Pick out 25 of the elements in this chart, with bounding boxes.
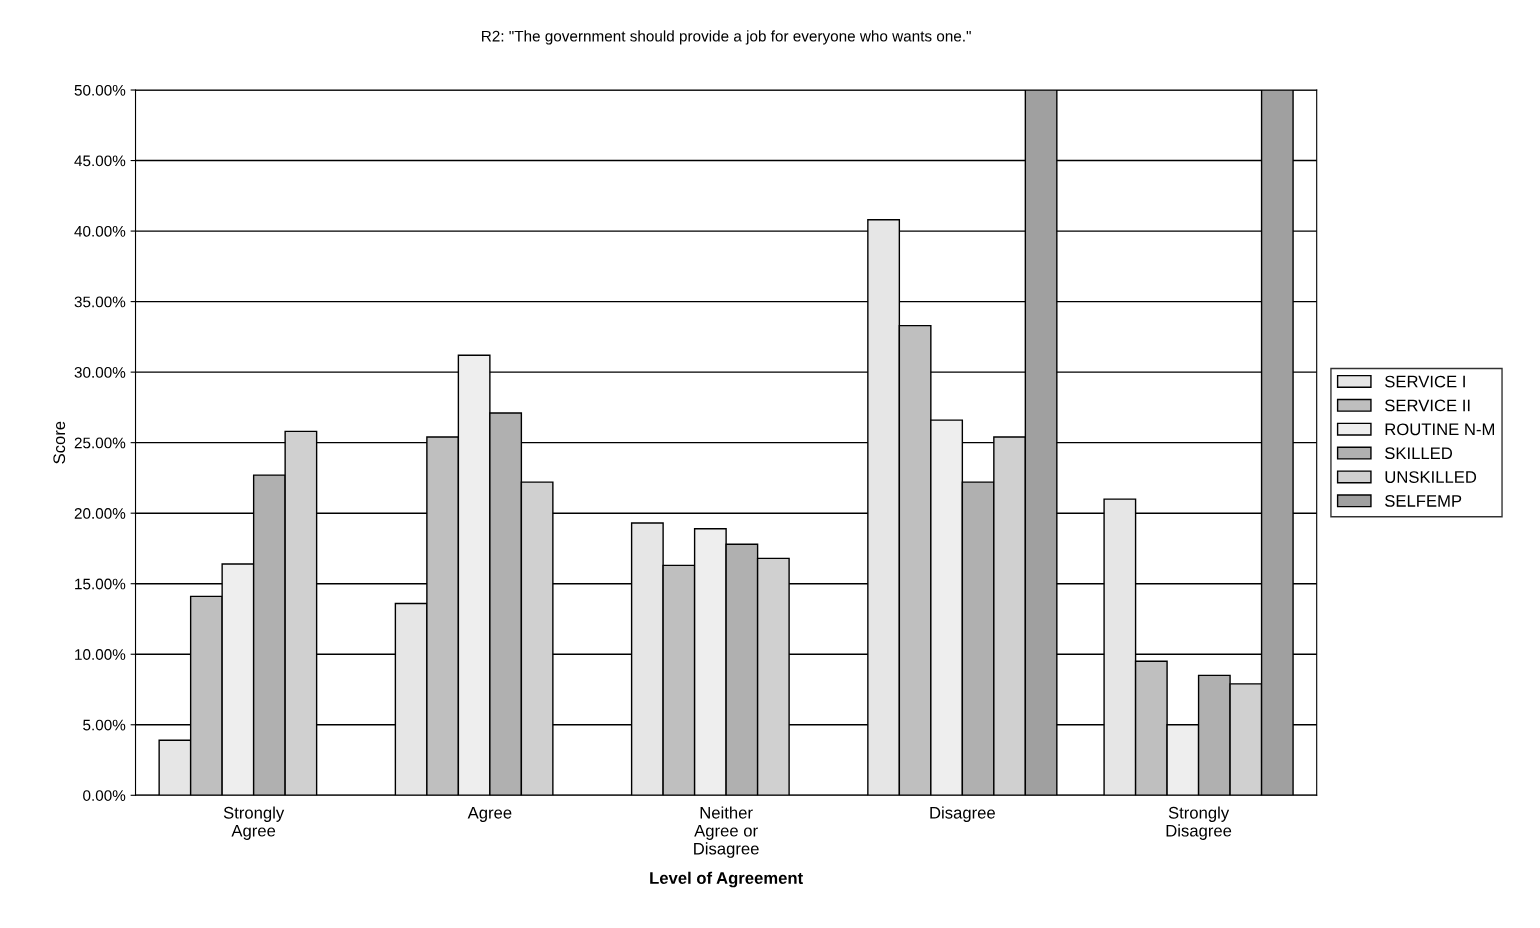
legend-label: SERVICE I <box>1385 375 1465 388</box>
y-tick-label: 10.00% <box>75 649 126 660</box>
x-tick-label: Strongly Agree <box>223 806 285 840</box>
chart-title: R2: "The government should provide a job for everyone who wants one." <box>482 30 971 45</box>
y-tick-label: 45.00% <box>74 155 126 167</box>
y-tick-label: 25.00% <box>74 437 126 449</box>
y-tick-label: 35.00% <box>74 296 126 308</box>
legend-label: SKILLED <box>1385 447 1453 460</box>
y-tick-label: 40.00% <box>74 225 126 237</box>
x-tick-label: Neither Agree or Disagree <box>694 806 759 858</box>
y-tick-label: 0.00% <box>83 790 126 801</box>
x-tick-label: Agree <box>467 807 512 822</box>
y-tick-label: 50.00% <box>74 84 126 96</box>
y-tick-label: 30.00% <box>74 367 126 378</box>
legend-label: SERVICE II <box>1385 399 1470 412</box>
y-tick-label: 15.00% <box>75 578 126 590</box>
x-axis-title: Level of Agreement <box>650 871 803 888</box>
y-tick-label: 20.00% <box>74 508 126 519</box>
legend-label: UNSKILLED <box>1385 471 1477 483</box>
legend-label: SELFEMP <box>1385 495 1462 507</box>
y-tick-label: 5.00% <box>83 719 126 731</box>
y-axis-title: Score <box>53 421 66 464</box>
x-tick-label: Strongly Disagree <box>1166 806 1232 840</box>
legend-label: ROUTINE N-M <box>1385 423 1494 436</box>
x-tick-label: Disagree <box>930 806 995 822</box>
